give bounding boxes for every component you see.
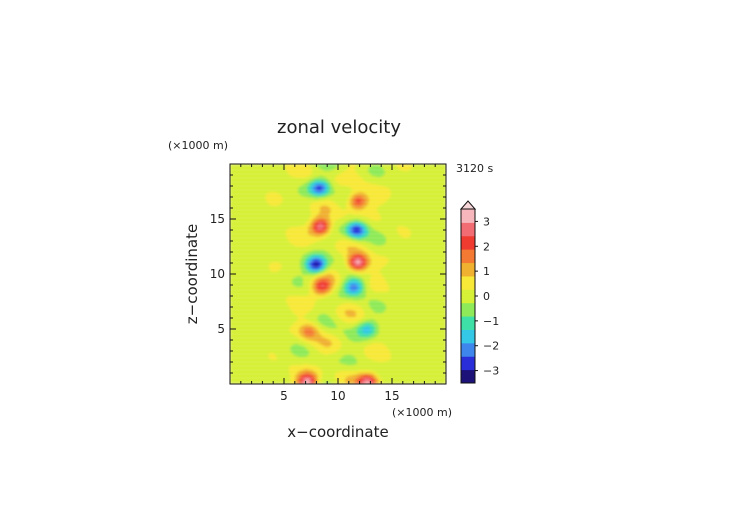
time-label: 3120 s bbox=[456, 162, 493, 175]
colorbar-tick-label: −3 bbox=[483, 365, 499, 378]
colorbar-swatch bbox=[461, 342, 475, 357]
contour-stripes bbox=[230, 165, 446, 383]
y-unit-label: (×1000 m) bbox=[168, 139, 228, 152]
colorbar-swatch bbox=[461, 235, 475, 250]
colorbar-swatch bbox=[461, 356, 475, 371]
x-tick-label: 5 bbox=[280, 389, 288, 403]
heatmap-plot bbox=[230, 164, 446, 384]
colorbar-tick-label: 1 bbox=[483, 265, 490, 278]
y-axis-label: z−coordinate bbox=[183, 224, 201, 324]
colorbar-tick-label: 3 bbox=[483, 215, 490, 228]
colorbar-tick-label: 0 bbox=[483, 290, 490, 303]
y-axis: 5 10 15 bbox=[210, 174, 446, 374]
colorbar-swatch bbox=[461, 289, 475, 304]
colorbar-swatch bbox=[461, 222, 475, 237]
colorbar: 3 2 1 0 −1 −2 −3 bbox=[459, 200, 499, 384]
x-unit-label: (×1000 m) bbox=[392, 406, 452, 419]
colorbar-swatch bbox=[461, 262, 475, 277]
y-tick-label: 5 bbox=[217, 322, 225, 336]
colorbar-swatch bbox=[461, 329, 475, 344]
colorbar-swatch bbox=[461, 249, 475, 264]
x-tick-label: 10 bbox=[330, 389, 345, 403]
colorbar-swatch bbox=[461, 302, 475, 317]
x-axis: 5 10 15 bbox=[240, 164, 436, 403]
y-tick-label: 15 bbox=[210, 212, 225, 226]
colorbar-swatch bbox=[461, 275, 475, 290]
chart-title: zonal velocity bbox=[277, 117, 401, 138]
colorbar-tick-label: −2 bbox=[483, 340, 499, 353]
colorbar-swatch bbox=[461, 316, 475, 330]
x-axis-label: x−coordinate bbox=[287, 423, 388, 441]
colorbar-extend-arrow bbox=[459, 200, 477, 210]
colorbar-swatch bbox=[461, 369, 475, 384]
heatmap-image bbox=[230, 164, 446, 384]
colorbar-swatch bbox=[461, 209, 475, 223]
y-tick-label: 10 bbox=[210, 267, 225, 281]
colorbar-tick-label: 2 bbox=[483, 240, 490, 253]
x-tick-label: 15 bbox=[384, 389, 399, 403]
colorbar-tick-label: −1 bbox=[483, 315, 499, 328]
